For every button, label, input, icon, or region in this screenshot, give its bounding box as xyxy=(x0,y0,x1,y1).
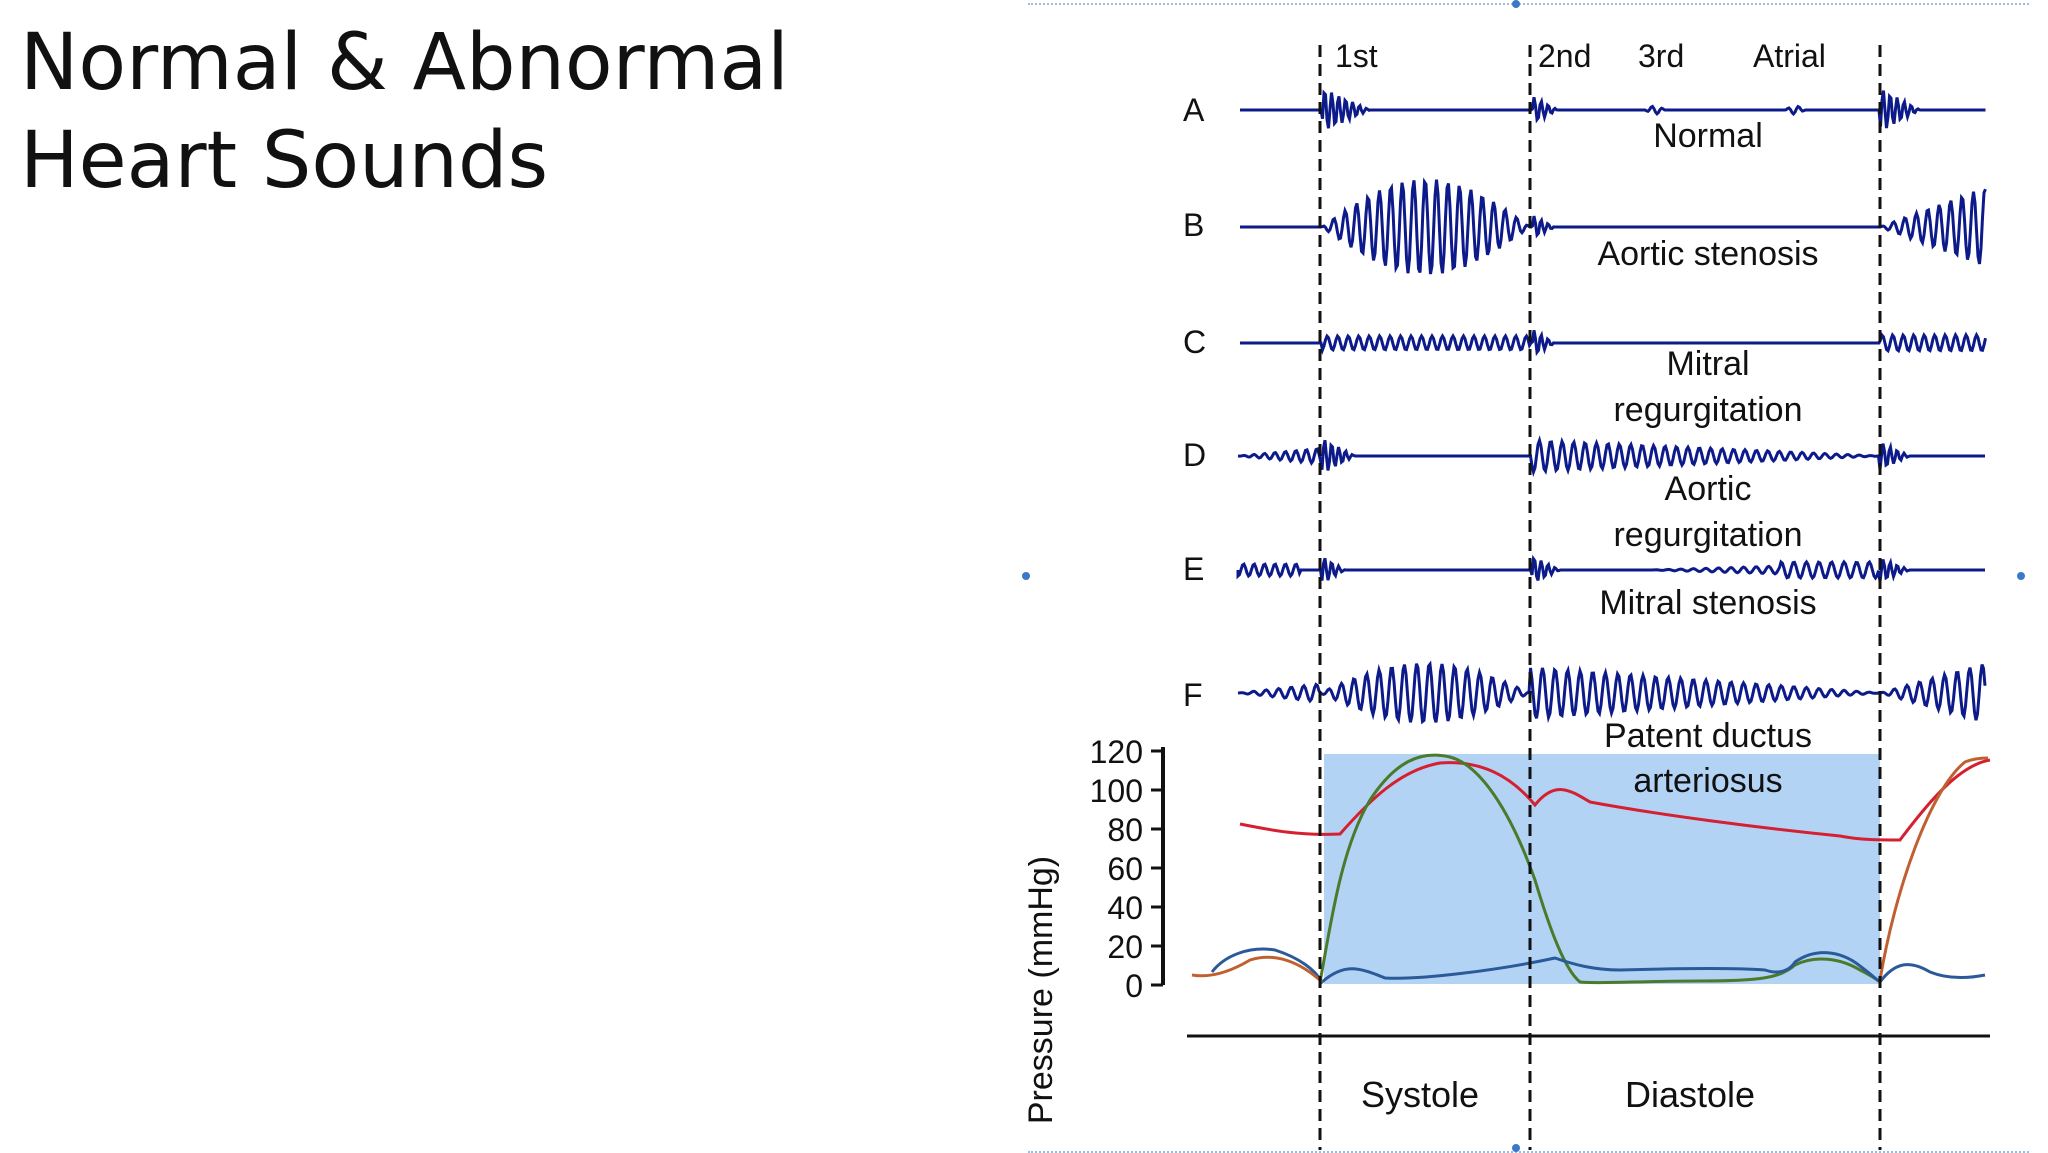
row-letter-b: B xyxy=(1183,207,1204,243)
waveform-row-e xyxy=(1236,554,1985,582)
waveform-row-f xyxy=(1237,660,1987,725)
diastole-label: Diastole xyxy=(1625,1074,1755,1115)
orange-pressure-trace xyxy=(1191,756,1989,984)
phase-label-3rd: 3rd xyxy=(1638,38,1684,74)
phase-label-2nd: 2nd xyxy=(1538,38,1591,74)
pressure-tick-0: 0 xyxy=(1125,968,1143,1004)
pressure-tick-60: 60 xyxy=(1107,851,1143,887)
row-caption-d-line-1: Aortic xyxy=(1665,470,1752,508)
row-letters: A B C D E F xyxy=(1183,92,1206,713)
slide-title: Normal & Abnormal Heart Sounds xyxy=(20,14,920,210)
selection-handle-left[interactable] xyxy=(1022,572,1030,580)
row-caption-a-line-1: Normal xyxy=(1653,117,1763,155)
title-line-2: Heart Sounds xyxy=(20,116,549,206)
row-letter-d: D xyxy=(1183,437,1206,473)
row-caption-e-line-1: Mitral stenosis xyxy=(1599,584,1816,622)
aortic-pressure-trace xyxy=(1239,758,1991,842)
selection-handle-right[interactable] xyxy=(2017,572,2025,580)
phase-label-1st: 1st xyxy=(1335,38,1378,74)
waveform-row-b xyxy=(1240,177,1987,275)
row-caption-b-line-1: Aortic stenosis xyxy=(1597,235,1818,273)
pressure-tick-120: 120 xyxy=(1090,734,1143,770)
phase-labels: 1st 2nd 3rd Atrial xyxy=(1335,38,1826,74)
phonocardiogram-waveforms xyxy=(1236,89,1987,725)
pressure-tick-100: 100 xyxy=(1090,773,1143,809)
row-caption-f-line-1: Patent ductus xyxy=(1604,717,1812,755)
waveform-row-a xyxy=(1240,89,1986,129)
pressure-tick-20: 20 xyxy=(1107,929,1143,965)
ventricular-pressure-trace xyxy=(1318,753,1881,985)
cardiac-cycle-dividers xyxy=(1318,45,1882,1150)
waveform-row-d xyxy=(1237,435,1985,478)
pressure-tick-40: 40 xyxy=(1107,890,1143,926)
selection-handle-bottom[interactable] xyxy=(1512,1144,1520,1152)
row-caption-d-line-2: regurgitation xyxy=(1613,516,1802,554)
pressure-axis-label: Pressure (mmHg) xyxy=(1028,856,1060,1124)
row-caption-c-line-2: regurgitation xyxy=(1613,391,1802,429)
row-letter-e: E xyxy=(1183,551,1204,587)
cycle-labels: Systole Diastole xyxy=(1361,1074,1755,1115)
selection-handle-top[interactable] xyxy=(1512,0,1520,8)
row-letter-c: C xyxy=(1183,324,1206,360)
row-caption-f-line-2: arteriosus xyxy=(1633,762,1782,800)
row-letter-f: F xyxy=(1183,677,1203,713)
row-letter-a: A xyxy=(1183,92,1205,128)
row-caption-c-line-1: Mitral xyxy=(1666,345,1749,383)
phase-label-atrial: Atrial xyxy=(1753,38,1826,74)
row-captions: Normal Aortic stenosis Mitral regurgitation… xyxy=(1597,117,1818,800)
pressure-tick-80: 80 xyxy=(1107,812,1143,848)
waveform-row-c xyxy=(1240,330,1987,357)
title-line-1: Normal & Abnormal xyxy=(20,18,789,108)
systole-label: Systole xyxy=(1361,1074,1479,1115)
systole-shading xyxy=(1324,754,1880,984)
